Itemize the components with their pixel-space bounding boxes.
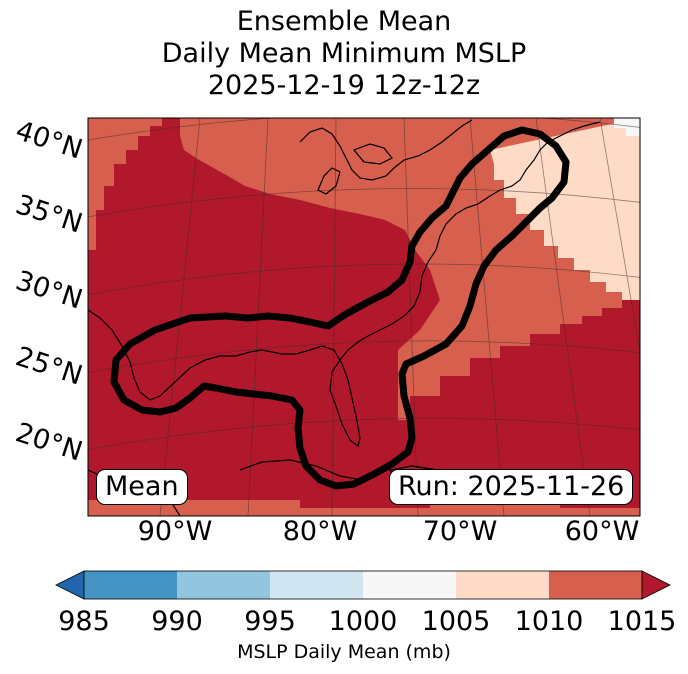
lat-label-30: 30°N — [12, 265, 86, 316]
colorbar-tick-995: 995 — [244, 606, 296, 637]
colorbar-segment-995-1000 — [270, 571, 363, 599]
colorbar-tick-1010: 1010 — [514, 606, 584, 637]
pressure-contour — [110, 126, 570, 490]
lon-label-70w: 70°W — [423, 516, 498, 547]
colorbar-extend-low — [55, 570, 85, 600]
lon-label-60w: 60°W — [565, 516, 640, 547]
longitude-labels: 90°W 80°W 70°W 60°W — [138, 516, 640, 547]
colorbar-segment-990-995 — [177, 571, 270, 599]
title-line-1: Ensemble Mean — [236, 6, 452, 37]
title-line-3: 2025-12-19 12z-12z — [207, 70, 481, 101]
pressure-fill-1010-1015-west — [88, 118, 162, 250]
colorbar-tick-1005: 1005 — [421, 606, 491, 637]
run-label-box: Run: 2025-11-26 — [389, 469, 634, 505]
colorbar-tick-985: 985 — [58, 606, 110, 637]
pressure-fill-1005-1010-corner — [614, 118, 640, 136]
colorbar-label: MSLP Daily Mean (mb) — [237, 641, 451, 663]
colorbar-tick-990: 990 — [151, 606, 203, 637]
colorbar-extend-high — [641, 570, 671, 600]
pressure-fill-1005-1010 — [490, 118, 640, 300]
latitude-labels: 40°N 35°N 30°N 25°N 20°N — [12, 115, 86, 468]
map-area — [88, 118, 640, 516]
colorbar-tick-1000: 1000 — [328, 606, 398, 637]
colorbar — [55, 570, 671, 600]
colorbar-segment-985-990 — [84, 571, 177, 599]
lat-label-40: 40°N — [12, 115, 86, 166]
map-frame — [87, 117, 641, 517]
lat-label-35: 35°N — [12, 189, 86, 240]
lat-label-25: 25°N — [12, 341, 86, 392]
graticule — [88, 118, 640, 516]
colorbar-tick-1015: 1015 — [607, 606, 677, 637]
lat-label-20: 20°N — [12, 417, 86, 468]
lon-label-90w: 90°W — [138, 516, 213, 547]
title-line-2: Daily Mean Minimum MSLP — [161, 38, 527, 69]
colorbar-segment-1010-1015 — [549, 571, 642, 599]
colorbar-segment-1005-1010 — [456, 571, 549, 599]
lon-label-80w: 80°W — [283, 516, 358, 547]
stat-label-box: Mean — [96, 469, 188, 505]
colorbar-segment-1000-1005 — [363, 571, 456, 599]
